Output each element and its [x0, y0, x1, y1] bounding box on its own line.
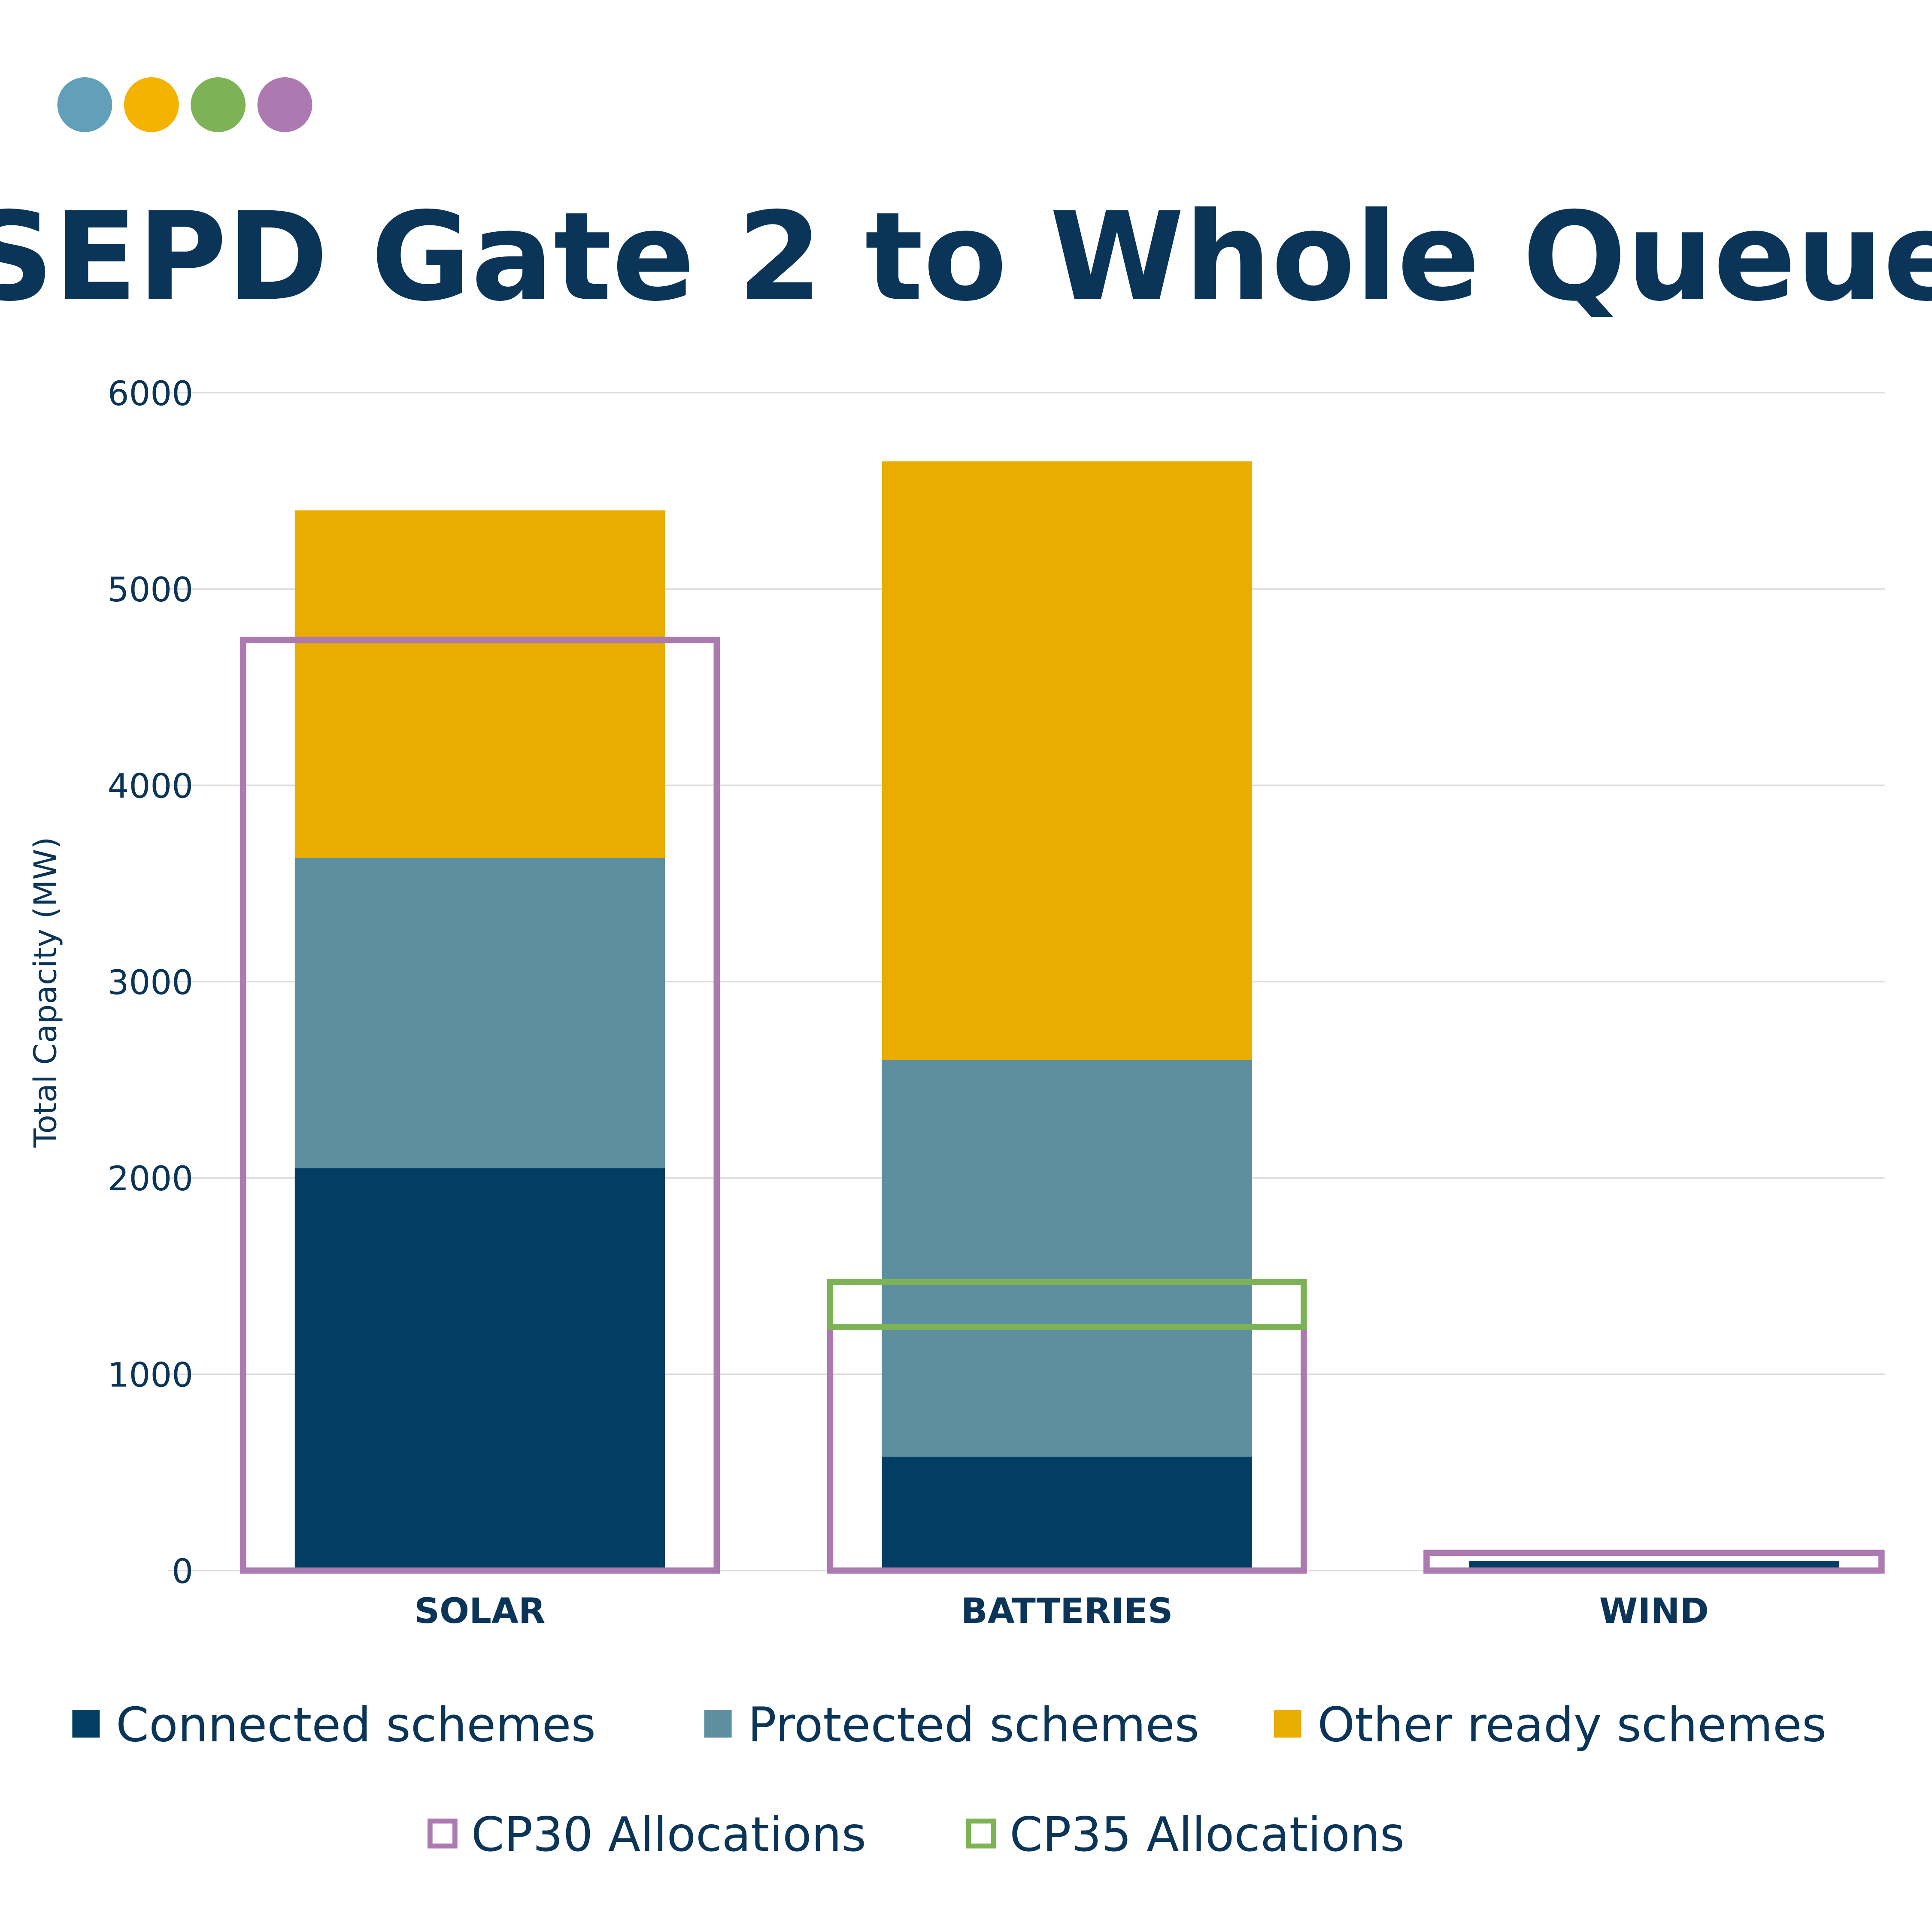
legend-label: CP35 Allocations — [1010, 1808, 1404, 1862]
bar-segment — [882, 1060, 1252, 1457]
dot-icon — [191, 77, 246, 132]
legend-swatch — [704, 1710, 732, 1738]
legend: Connected schemes Protected schemes Other … — [72, 1698, 1826, 1862]
x-tick-label: WIND — [1599, 1591, 1709, 1632]
bars — [294, 461, 1839, 1571]
legend-label: Connected schemes — [116, 1698, 596, 1753]
legend-label: Protected schemes — [748, 1698, 1199, 1753]
cp35-outline — [827, 1279, 1307, 1331]
legend-swatch — [72, 1710, 100, 1738]
y-tick-label: 6000 — [108, 374, 194, 413]
bar-segment — [294, 510, 665, 858]
y-tick-label: 1000 — [108, 1356, 194, 1395]
y-tick-label: 4000 — [108, 767, 194, 806]
decorative-dots — [57, 77, 312, 132]
dot-icon — [124, 77, 179, 132]
allocation-outlines — [240, 637, 1885, 1574]
legend-swatch — [428, 1818, 458, 1849]
dot-icon — [257, 77, 312, 132]
bar-segment — [294, 858, 665, 1168]
cp30-outline — [1423, 1550, 1885, 1574]
x-tick-label: BATTERIES — [961, 1591, 1173, 1632]
legend-swatch — [966, 1818, 996, 1849]
y-axis-label: Total Capacity (MW) — [28, 837, 64, 1148]
bar-segment — [882, 461, 1252, 1060]
bar-segment — [294, 1168, 665, 1571]
y-tick-label: 5000 — [108, 570, 194, 610]
bar-segment — [882, 1456, 1252, 1571]
cp30-outline — [240, 637, 720, 1574]
legend-label: Other ready schemes — [1317, 1698, 1826, 1753]
x-axis-labels: SOLAR BATTERIES WIND — [414, 1591, 1709, 1632]
dot-icon — [57, 77, 112, 132]
x-tick-label: SOLAR — [414, 1591, 545, 1632]
legend-swatch — [1274, 1710, 1301, 1738]
chart-title: SEPD Gate 2 to Whole Queue — [0, 186, 1932, 328]
y-tick-label: 2000 — [108, 1159, 194, 1198]
legend-label: CP30 Allocations — [471, 1808, 866, 1862]
y-tick-label: 0 — [172, 1552, 193, 1591]
y-tick-label: 3000 — [108, 963, 194, 1002]
